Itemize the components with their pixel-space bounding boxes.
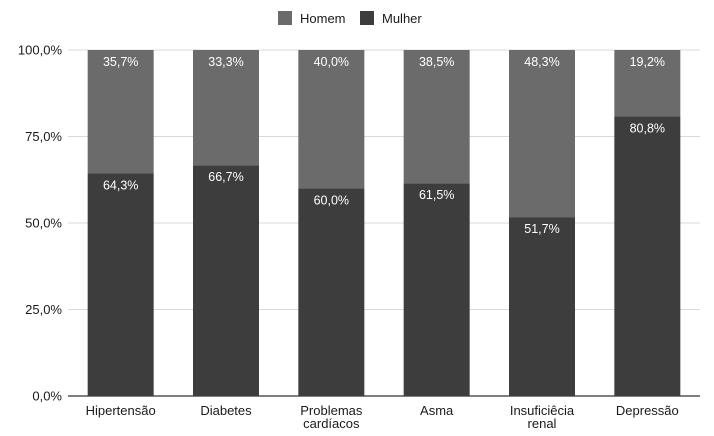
x-tick-label: Problemas <box>300 403 363 418</box>
bar-segment-homem <box>403 50 470 184</box>
bar-segment-homem <box>298 50 365 189</box>
data-label-mulher: 66,7% <box>208 170 243 184</box>
y-tick-label: 100,0% <box>18 43 63 58</box>
data-label-mulher: 51,7% <box>524 222 559 236</box>
bar-segment-mulher <box>193 165 259 396</box>
y-tick-label: 0,0% <box>32 389 62 404</box>
bar-segment-homem <box>614 50 681 117</box>
data-label-mulher: 60,0% <box>314 193 349 207</box>
legend: Homem Mulher <box>278 11 422 26</box>
bar-segment-mulher <box>403 183 470 396</box>
data-label-mulher: 64,3% <box>103 179 138 193</box>
data-label-homem: 38,5% <box>419 55 454 69</box>
data-label-mulher: 61,5% <box>419 188 454 202</box>
bar-segment-homem <box>193 50 259 166</box>
x-tick-label: cardíacos <box>303 416 360 431</box>
data-label-homem: 48,3% <box>524 55 559 69</box>
bar-segment-mulher <box>509 217 575 396</box>
legend-swatch-mulher <box>360 11 374 25</box>
legend-swatch-homem <box>278 11 292 25</box>
y-tick-label: 75,0% <box>25 129 62 144</box>
legend-label-mulher: Mulher <box>382 11 422 26</box>
y-axis-ticks: 0,0% 25,0% 50,0% 75,0% 100,0% <box>18 43 63 404</box>
bar-segment-mulher <box>298 188 365 396</box>
bars-layer: 64,3% 35,7% 66,7% 33,3% 60,0% 40,0% 61,5% 38,5%… <box>87 50 681 396</box>
data-label-homem: 35,7% <box>103 55 138 69</box>
grid-layer <box>68 49 700 397</box>
x-tick-label: Insuficiêcia <box>510 403 575 418</box>
x-tick-label: Hipertensão <box>86 403 156 418</box>
data-label-homem: 40,0% <box>314 55 349 69</box>
bar-segment-mulher <box>614 116 681 396</box>
y-tick-label: 25,0% <box>25 302 62 317</box>
x-tick-label: renal <box>528 416 557 431</box>
bar-segment-homem <box>509 50 575 218</box>
legend-label-homem: Homem <box>300 11 346 26</box>
bar-segment-homem <box>87 50 154 174</box>
data-label-mulher: 80,8% <box>630 121 665 135</box>
x-tick-label: Asma <box>420 403 454 418</box>
bar-segment-mulher <box>87 173 154 396</box>
data-label-homem: 33,3% <box>208 55 243 69</box>
y-tick-label: 50,0% <box>25 216 62 231</box>
x-tick-label: Diabetes <box>200 403 252 418</box>
data-label-homem: 19,2% <box>630 55 665 69</box>
x-tick-label: Depressão <box>616 403 679 418</box>
